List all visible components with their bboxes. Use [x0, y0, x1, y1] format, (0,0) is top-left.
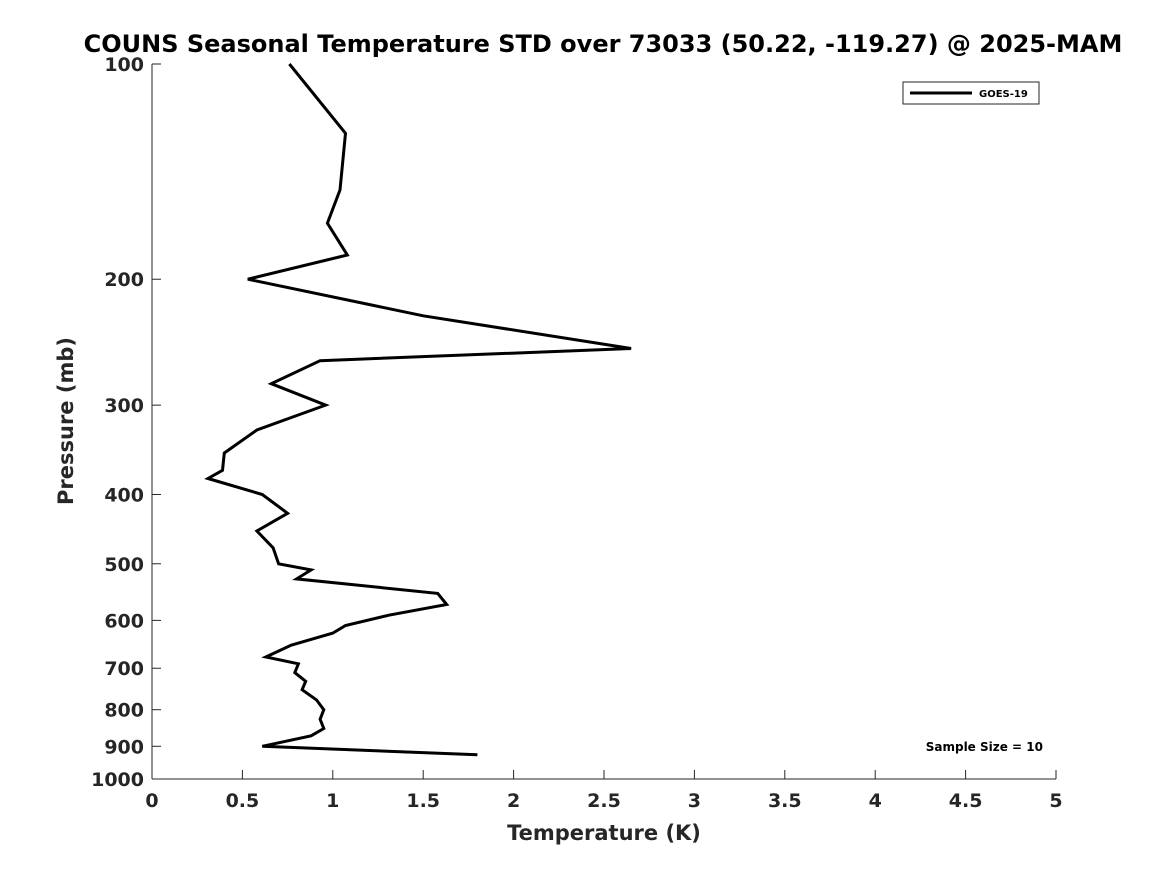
x-tick-label: 1: [326, 790, 339, 812]
x-tick-label: 4: [869, 790, 882, 812]
legend: GOES-19: [902, 81, 1040, 105]
y-tick-label: 700: [104, 658, 144, 680]
x-tick-label: 2: [507, 790, 520, 812]
x-tick-label: 2.5: [587, 790, 621, 812]
series-line-goes-19: [204, 63, 632, 757]
legend-entry-goes-19: GOES-19: [979, 89, 1028, 100]
series-layer: [204, 63, 632, 757]
x-tick-label: 3: [688, 790, 701, 812]
y-tick-label: 900: [104, 736, 144, 758]
chart-title: COUNS Seasonal Temperature STD over 7303…: [84, 30, 1123, 58]
y-tick-label: 600: [104, 610, 144, 632]
y-tick-label: 200: [104, 269, 144, 291]
y-tick-label: 100: [104, 54, 144, 76]
y-axis-label: Pressure (mb): [54, 337, 78, 505]
x-tick-label: 1.5: [406, 790, 440, 812]
y-tick-label: 500: [104, 554, 144, 576]
plot-area: [152, 64, 1056, 779]
y-axis-ticks: 100 200 300 400 500 600 700 800 900 1000: [91, 54, 161, 791]
x-tick-label: 5: [1049, 790, 1062, 812]
x-tick-label: 3.5: [768, 790, 802, 812]
y-tick-label: 1000: [91, 769, 144, 791]
x-axis-label: Temperature (K): [507, 821, 701, 845]
x-tick-label: 0.5: [226, 790, 260, 812]
sample-size-annotation: Sample Size = 10: [926, 740, 1043, 754]
x-axis-ticks: 0 0.5 1 1.5 2 2.5 3 3.5 4 4.5 5: [145, 770, 1063, 812]
y-tick-label: 400: [104, 484, 144, 506]
y-tick-label: 300: [104, 395, 144, 417]
x-tick-label: 0: [145, 790, 158, 812]
y-tick-label: 800: [104, 700, 144, 722]
x-tick-label: 4.5: [949, 790, 983, 812]
